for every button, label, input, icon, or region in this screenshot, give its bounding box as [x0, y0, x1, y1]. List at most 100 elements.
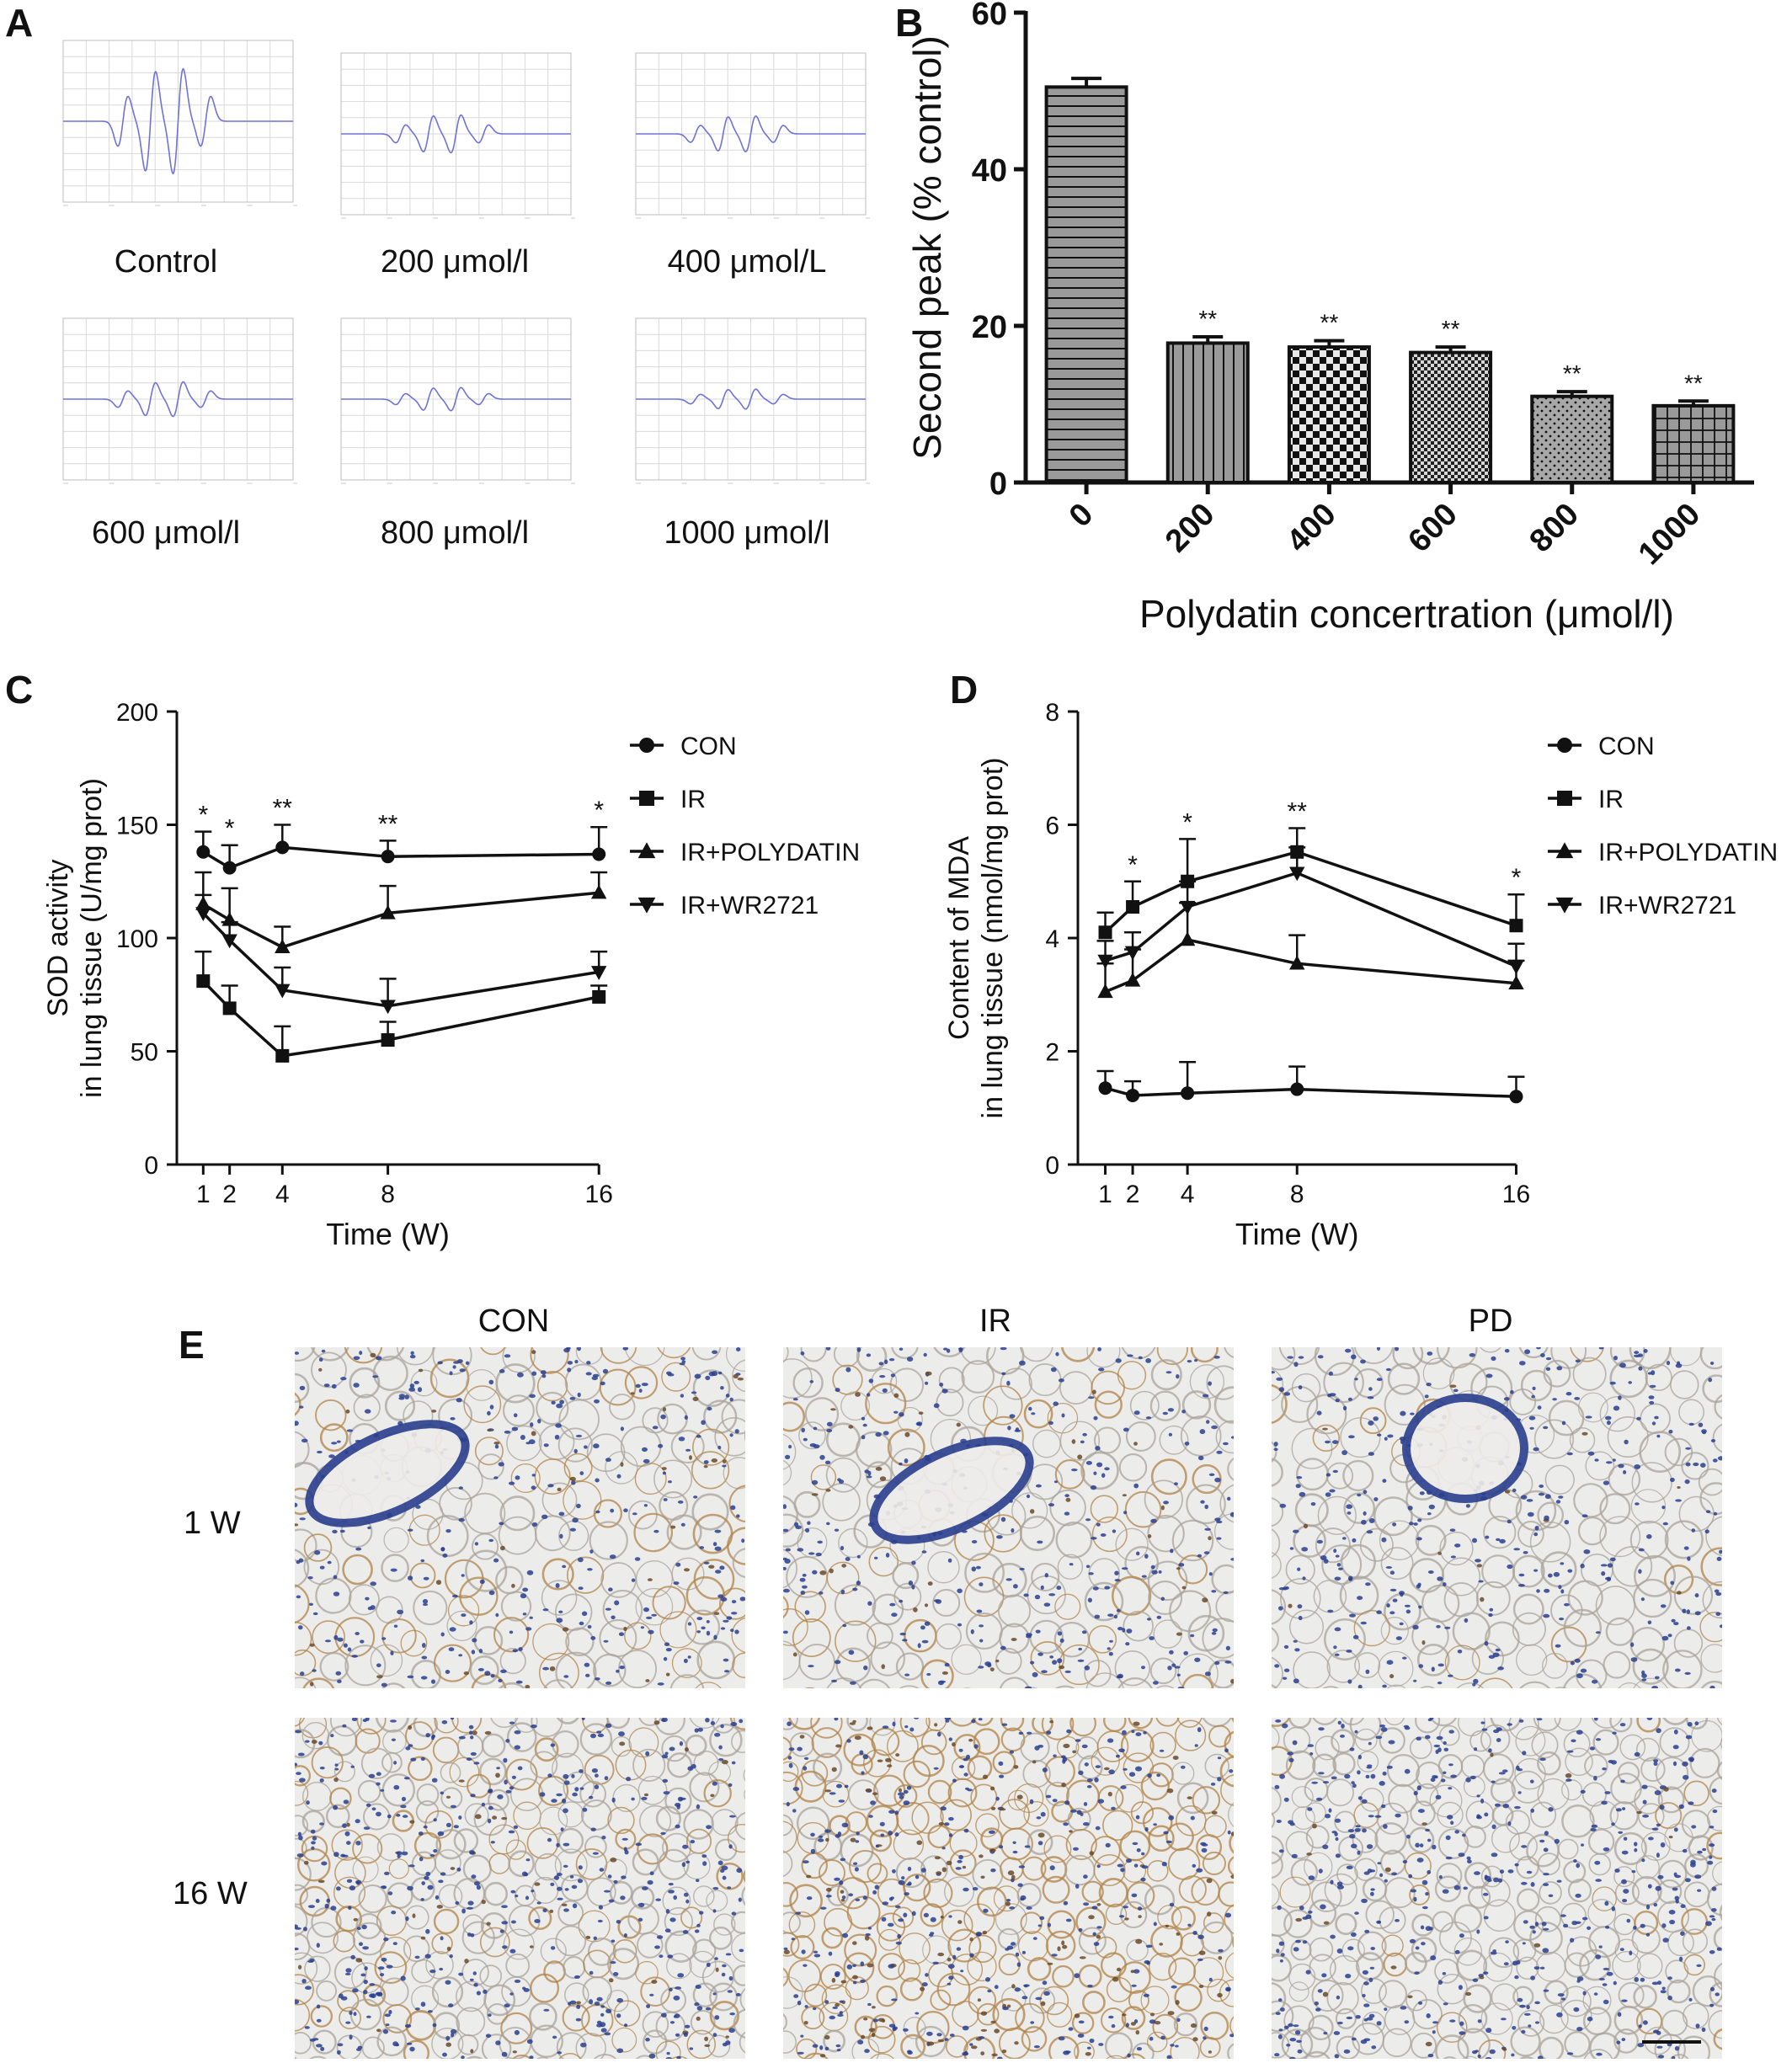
x-tick-label: 1 [1098, 1181, 1112, 1208]
column-header: PD [1468, 1303, 1513, 1339]
series-line [202, 912, 600, 1008]
esr-label: 200 μmol/l [380, 244, 530, 280]
data-point [1097, 954, 1113, 969]
data-point [195, 907, 211, 922]
tissue-texture [783, 1718, 1234, 2059]
data-point [275, 939, 291, 953]
tissue-texture [1272, 1718, 1722, 2059]
significance-label: ** [1320, 310, 1339, 336]
esr-spectrum [626, 46, 871, 248]
x-tick-label: 200 [1159, 497, 1222, 560]
esr-label: 600 μmol/l [91, 515, 241, 551]
y-tick-label: 40 [972, 153, 1007, 189]
tissue-texture [295, 1718, 745, 2059]
y-tick-label: 0 [1045, 1152, 1059, 1180]
bar [1165, 341, 1250, 484]
line-chart-sod: 0 50 100 150 200 1 2 4 8 16 Time (W) SOD activity in… [42, 699, 860, 1251]
legend-label: CON [1598, 733, 1655, 760]
data-point [637, 897, 656, 914]
bar [1409, 350, 1493, 484]
micrograph-ir-16w [783, 1718, 1234, 2059]
esr-label: 800 μmol/l [380, 515, 530, 551]
data-point [1181, 1086, 1195, 1101]
data-point [591, 966, 607, 980]
significance-label: * [198, 802, 208, 829]
panel-label-c: C [5, 668, 34, 712]
data-point [222, 861, 237, 875]
data-point [381, 1033, 395, 1047]
x-tick-label: 2 [222, 1181, 237, 1208]
data-point [275, 840, 290, 855]
y-tick-label: 60 [972, 0, 1007, 32]
x-axis-label: Polydatin concertration (μmol/l) [1139, 592, 1674, 636]
series-line [1104, 850, 1517, 934]
esr-label: 1000 μmol/l [664, 515, 830, 551]
esr-label: 400 μmol/L [667, 244, 827, 280]
bar [1530, 394, 1614, 485]
significance-label: ** [378, 810, 398, 838]
data-point [592, 847, 606, 861]
x-tick-label: 1 [196, 1181, 211, 1208]
significance-label: ** [1442, 316, 1460, 342]
y-axis-label: in lung tissue (nmol/mg prot) [977, 758, 1009, 1119]
data-point [1557, 738, 1572, 753]
significance-label: ** [1684, 370, 1703, 396]
column-header: CON [477, 1303, 550, 1339]
y-tick-label: 8 [1045, 699, 1059, 727]
y-tick-label: 200 [116, 699, 158, 727]
y-tick-label: 4 [1045, 925, 1059, 953]
data-point [196, 845, 211, 859]
legend-label: CON [680, 733, 737, 760]
data-point [1555, 897, 1574, 914]
panel-label-a: A [5, 1, 34, 45]
esr-label: Control [114, 244, 218, 280]
significance-label: * [1128, 851, 1138, 879]
x-tick-label: 8 [1290, 1181, 1304, 1208]
spectrum-trace [636, 115, 866, 152]
x-tick-label: 2 [1126, 1181, 1140, 1208]
esr-spectrum [53, 34, 298, 236]
legend-label: IR+WR2721 [1598, 892, 1736, 920]
tissue-texture [295, 1347, 745, 1688]
significance-label: * [594, 797, 604, 824]
significance-label: ** [1288, 798, 1308, 826]
data-point [1555, 842, 1574, 859]
significance-label: * [1182, 808, 1192, 836]
data-point [591, 884, 607, 899]
data-point [1097, 984, 1113, 999]
significance-label: ** [1563, 360, 1581, 386]
data-point [1557, 791, 1572, 806]
x-tick-label: 16 [1502, 1181, 1530, 1208]
data-point [1098, 925, 1112, 940]
y-tick-label: 6 [1045, 813, 1059, 840]
spectrum-trace [341, 386, 571, 412]
x-axis-label: Time (W) [326, 1217, 450, 1251]
significance-label: * [1512, 864, 1522, 892]
data-point [1126, 900, 1140, 914]
data-point [222, 1001, 237, 1016]
significance-label: ** [1198, 306, 1217, 332]
y-axis-label: Second peak (% control) [905, 35, 949, 460]
panel-label-d: D [950, 668, 979, 712]
legend-label: IR+WR2721 [680, 892, 819, 920]
tissue-texture [1272, 1347, 1722, 1688]
data-point [196, 974, 211, 989]
data-point [1126, 1088, 1140, 1102]
data-point [221, 934, 237, 949]
legend-label: IR [680, 786, 706, 813]
y-axis-label: SOD activity [42, 859, 74, 1016]
y-tick-label: 2 [1045, 1039, 1059, 1067]
significance-label: ** [273, 795, 293, 823]
legend-label: IR+POLYDATIN [1598, 839, 1778, 866]
data-point [1124, 946, 1141, 961]
data-point [639, 738, 654, 753]
esr-spectrum [53, 312, 298, 514]
x-tick-label: 0 [1063, 497, 1101, 535]
data-point [637, 842, 656, 859]
data-point [1179, 931, 1196, 946]
data-point [639, 791, 654, 806]
x-axis-label: Time (W) [1235, 1217, 1359, 1251]
esr-spectrum [331, 312, 576, 514]
data-point [380, 904, 396, 920]
